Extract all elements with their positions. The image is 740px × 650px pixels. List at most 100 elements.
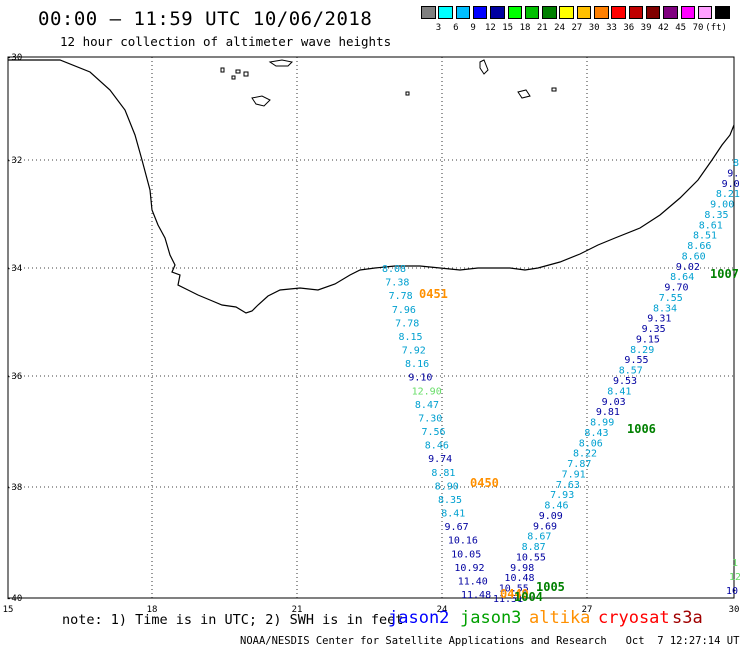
swh-value: 7.93 (550, 490, 574, 501)
longitude-label: 15 (3, 605, 14, 615)
color-swatch (715, 6, 730, 19)
latitude-label: -30 (6, 53, 22, 63)
swh-value: 9.31 (647, 314, 671, 325)
swh-value: 8.46 (544, 501, 568, 512)
latitude-label: -32 (6, 156, 22, 166)
swh-value: 8.99 (590, 418, 614, 429)
color-swatch (576, 6, 592, 19)
satellite-legend-jason3: jason3 (460, 608, 522, 628)
satellite-legend-jason2: jason2 (388, 608, 450, 628)
track-jason2-western: 8.08 7.38 7.78 7.96 7.78 8.15 7.92 8.16 9.10 12.9… (382, 264, 491, 601)
swh-value: 8.57 (619, 366, 643, 377)
pass-time-label: 1004 (514, 590, 543, 604)
swh-value: 9.35 (642, 324, 666, 335)
map-title: 00:00 – 11:59 UTC 10/06/2018 (38, 8, 373, 30)
longitude-label: 27 (582, 605, 593, 615)
swh-value: 7.78 (395, 318, 419, 329)
swh-value: 8.81 (431, 468, 455, 479)
swh-value: 7.38 (385, 278, 409, 289)
color-scale-label: 45 (675, 23, 687, 33)
swh-value: 9.53 (613, 376, 637, 387)
swh-value: 10.05 (451, 549, 481, 560)
swh-value: 9.00 (710, 200, 734, 211)
swh-value: 8.15 (398, 332, 422, 343)
latitude-label: -36 (6, 372, 22, 382)
color-swatch (628, 6, 644, 19)
swh-value: 7.30 (418, 413, 442, 424)
color-scale-label: 21 (536, 23, 548, 33)
pass-time-label: 1005 (536, 580, 565, 594)
swh-value: 9.0 (722, 179, 740, 190)
swh-value: 8.29 (630, 345, 654, 356)
color-swatch (559, 6, 574, 19)
color-swatch (438, 6, 453, 19)
longitude-label: 24 (437, 605, 448, 615)
swh-value: 11.40 (458, 576, 488, 587)
pass-time-label: 1006 (627, 422, 656, 436)
swh-value: 10.48 (504, 573, 534, 584)
color-scale-label: 42 (657, 23, 669, 33)
swh-value: 8.66 (687, 241, 711, 252)
swh-value: 10.55 (499, 584, 529, 595)
swh-value: 8.87 (522, 542, 546, 553)
swh-value: 8.46 (425, 441, 449, 452)
swh-value: 9.15 (636, 334, 660, 345)
satellite-legend-cryosat: cryosat (598, 608, 670, 628)
color-swatch (680, 6, 695, 19)
swh-value: 10.55 (516, 552, 546, 563)
color-scale-label: 24 (554, 23, 566, 33)
swh-value: 8.43 (584, 428, 608, 439)
swh-value: 7.91 (562, 469, 586, 480)
color-scale-label: 70 (692, 23, 704, 33)
swh-value: 11.48 (461, 590, 491, 601)
swh-value: 8.64 (670, 272, 694, 283)
swh-value: 8.08 (382, 264, 406, 275)
color-scale-label: 39 (640, 23, 652, 33)
color-swatch (524, 6, 540, 19)
swh-value: 9.67 (445, 522, 469, 533)
swh-value: 7.63 (556, 480, 580, 491)
swh-value: 8.06 (579, 438, 603, 449)
coastline (8, 59, 735, 314)
latitude-label: -38 (6, 483, 22, 493)
longitude-label: 18 (147, 605, 158, 615)
credit-line: NOAA/NESDIS Center for Satellite Applica… (240, 635, 740, 647)
color-swatch (421, 6, 436, 19)
swh-value: 10.16 (448, 536, 478, 547)
color-scale-label: 3 (435, 23, 442, 33)
swh-value: 8.47 (415, 400, 439, 411)
color-scale-label: 6 (453, 23, 459, 33)
swh-value: 9. (727, 168, 739, 179)
satellite-legend-altika: altika (529, 608, 591, 628)
color-swatch (490, 6, 505, 19)
color-swatch (472, 6, 488, 19)
swh-value: 11.51 (493, 594, 523, 605)
swh-value: 7.96 (392, 305, 416, 316)
swh-value: 9.98 (510, 563, 534, 574)
color-swatch (455, 6, 471, 19)
swh-value: 7.87 (567, 459, 591, 470)
color-swatch (611, 6, 626, 19)
swh-value: 9.02 (676, 262, 700, 273)
lat-lon-grid (8, 57, 734, 598)
latitude-label: -34 (6, 264, 22, 274)
swh-value: 8.21 (716, 189, 740, 200)
swh-value: 9.70 (664, 283, 688, 294)
axis-labels: 15 18 21 24 27 30 -30 -32 -34 -36 -38 -40 (3, 53, 740, 615)
color-scale-label: 33 (606, 23, 617, 33)
color-swatch (507, 6, 522, 19)
swh-value: 8.35 (438, 495, 462, 506)
color-swatch (663, 6, 678, 19)
color-scale-label: (ft) (705, 23, 727, 33)
swh-value: 8.41 (441, 509, 465, 520)
swh-value: 7.78 (389, 291, 413, 302)
swh-value: 7.92 (402, 346, 426, 357)
color-swatch (594, 6, 609, 19)
map-subtitle: 12 hour collection of altimeter wave hei… (60, 34, 392, 49)
swh-value: 9.10 (408, 373, 432, 384)
map-frame (7, 56, 735, 599)
swh-value: 8.51 (693, 231, 717, 242)
track-jason3-eastern: 11.5110.5510.489.9810.558.878.679.699.09… (493, 158, 740, 605)
latitude-label: -40 (6, 594, 22, 604)
swh-value: 12 (729, 572, 740, 583)
